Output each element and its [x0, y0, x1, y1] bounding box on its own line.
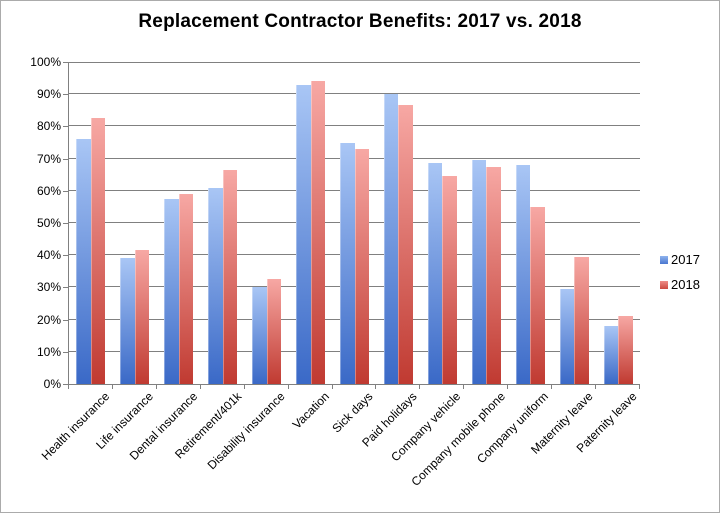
x-tick-mark [243, 385, 245, 389]
bar-2018-company-vehicle [442, 176, 457, 384]
gridline [69, 93, 640, 95]
x-category-label: Vacation [289, 389, 332, 432]
x-tick-mark [507, 385, 509, 389]
x-tick-mark [111, 385, 113, 389]
bar-2018-maternity-leave [574, 256, 589, 384]
plot-area [68, 62, 640, 385]
bar-2017-sick-days [340, 142, 355, 384]
legend-label: 2017 [671, 252, 700, 267]
gridline [69, 62, 640, 63]
legend: 2017 2018 [660, 253, 700, 303]
y-tick-label: 50% [36, 216, 61, 230]
y-tick-mark [63, 94, 68, 96]
bar-2017-paid-holidays [383, 94, 399, 384]
x-tick-mark [155, 385, 157, 389]
y-tick-mark [63, 158, 68, 160]
bar-2018-retirement-401k [222, 169, 238, 384]
x-tick-mark [331, 385, 333, 389]
y-tick-label: 60% [36, 183, 61, 198]
bar-2017-disability-insurance [252, 287, 267, 384]
bar-2018-company-mobile-phone [486, 166, 501, 384]
bar-2018-vacation [310, 81, 326, 384]
x-category-label: Health insurance [38, 389, 113, 463]
y-tick-mark [63, 62, 68, 63]
x-tick-mark [68, 385, 69, 389]
x-tick-mark [595, 385, 597, 389]
y-tick-label: 90% [36, 87, 61, 102]
gridline [69, 125, 640, 127]
bar-2018-health-insurance [90, 118, 106, 384]
bar-2018-sick-days [354, 148, 369, 384]
legend-item-2018: 2018 [660, 278, 700, 292]
x-tick-mark [375, 385, 377, 389]
bar-2018-disability-insurance [266, 279, 282, 384]
y-tick-label: 10% [36, 344, 61, 359]
y-tick-label: 80% [36, 119, 61, 134]
x-category-label: Disability insurance [204, 389, 288, 473]
y-tick-label: 100% [30, 55, 61, 69]
y-tick-mark [63, 351, 68, 353]
x-tick-mark [419, 385, 421, 389]
legend-label: 2018 [671, 277, 700, 292]
chart-title: Replacement Contractor Benefits: 2017 vs… [138, 11, 582, 32]
bar-2017-company-vehicle [427, 163, 443, 384]
y-tick-mark [63, 126, 68, 128]
bar-2018-company-uniform [530, 206, 545, 384]
bar-2018-dental-insurance [178, 194, 194, 384]
bar-2017-dental-insurance [164, 198, 179, 384]
bar-2018-paternity-leave [618, 316, 633, 384]
bar-2017-company-mobile-phone [471, 160, 487, 384]
y-tick-mark [63, 319, 68, 321]
legend-swatch-2017 [660, 256, 668, 264]
y-tick-mark [63, 223, 68, 224]
legend-swatch-2018 [660, 281, 668, 289]
legend-item-2017: 2017 [660, 253, 700, 267]
bar-2017-paternity-leave [603, 326, 619, 384]
y-tick-mark [63, 384, 68, 385]
x-tick-mark [199, 385, 201, 389]
bar-2017-life-insurance [120, 258, 135, 384]
y-tick-mark [63, 287, 68, 289]
bar-2017-maternity-leave [559, 289, 575, 384]
y-tick-label: 0% [43, 377, 61, 391]
bar-2017-vacation [296, 84, 311, 384]
y-tick-mark [63, 255, 68, 257]
bar-2017-health-insurance [76, 139, 91, 384]
y-tick-label: 20% [36, 312, 61, 327]
x-tick-mark [551, 385, 553, 389]
y-tick-label: 70% [36, 151, 61, 166]
y-tick-mark [63, 190, 68, 192]
x-tick-mark [287, 385, 289, 389]
bar-2017-company-uniform [515, 165, 531, 384]
x-tick-mark [463, 385, 465, 389]
y-tick-label: 30% [36, 280, 61, 295]
bar-2018-life-insurance [134, 250, 150, 384]
bar-2017-retirement-401k [208, 187, 223, 384]
x-tick-mark [639, 385, 640, 389]
bar-2018-paid-holidays [398, 105, 413, 384]
y-tick-label: 40% [36, 248, 61, 263]
